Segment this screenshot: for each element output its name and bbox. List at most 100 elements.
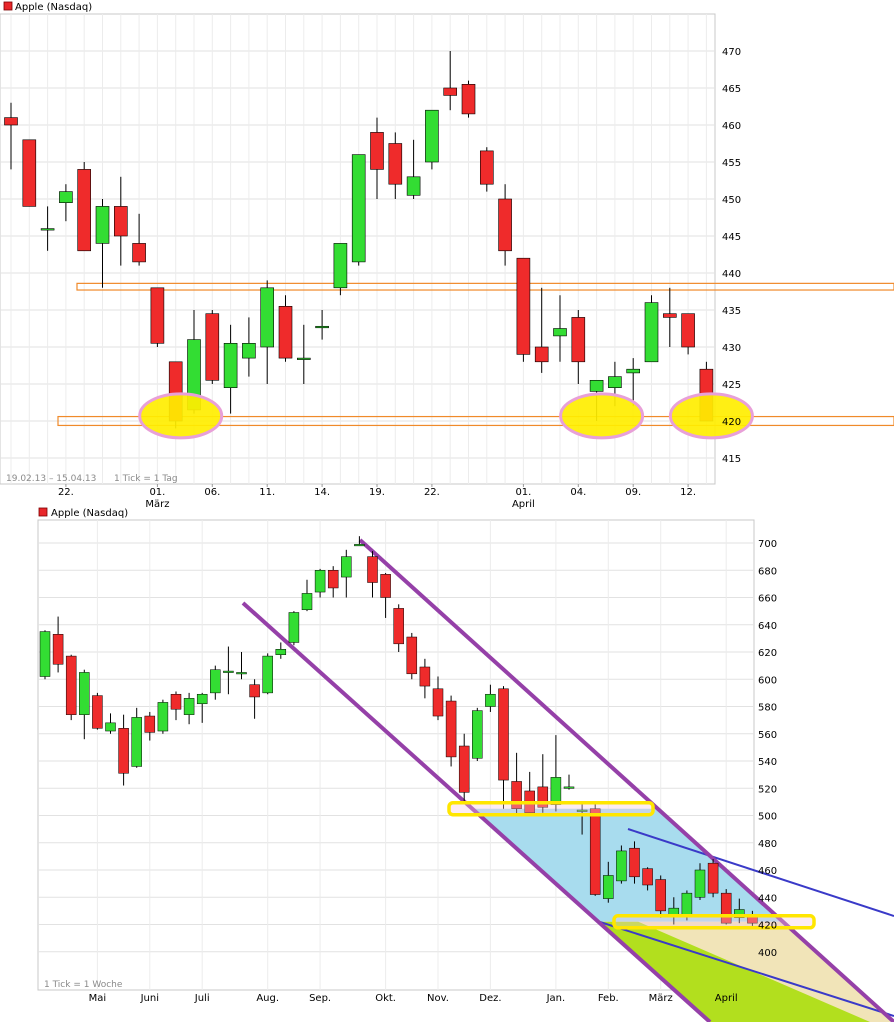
y-tick-label: 415 [722, 454, 741, 465]
candle-body [388, 143, 403, 185]
candle-body [425, 109, 439, 163]
candle-body [296, 357, 311, 360]
candle-body [516, 257, 531, 355]
candle-body [655, 879, 666, 912]
candle-body [114, 206, 128, 237]
candle-body [242, 342, 256, 359]
daily-candles [4, 51, 714, 429]
candle-body [576, 809, 588, 812]
y-tick-label: 425 [722, 380, 741, 391]
candle-body [132, 243, 146, 263]
candle-body [734, 909, 745, 918]
candle-body [354, 544, 365, 547]
candle-body [95, 206, 110, 244]
y-tick-label: 580 [758, 703, 777, 714]
candle-body [571, 317, 586, 363]
legend-label: Apple (Nasdaq) [51, 508, 128, 519]
x-tick-label: Jan. [546, 993, 566, 1004]
x-tick-label: 14. [314, 487, 330, 498]
candle-body [105, 722, 116, 732]
candle-body [511, 781, 522, 809]
candle-body [341, 556, 352, 578]
x-tick-label: Juni [140, 993, 159, 1004]
channel-line-lower [241, 601, 712, 1022]
y-tick-label: 600 [758, 675, 777, 686]
candle-body [4, 117, 18, 126]
candle-body [662, 313, 677, 318]
candle-body [445, 700, 457, 758]
candle-body [720, 892, 732, 924]
candle-body [260, 287, 275, 348]
x-tick-label: 11. [259, 487, 275, 498]
candle-body [629, 847, 640, 878]
candle-body [301, 593, 313, 611]
channel-line-upper [358, 538, 894, 1022]
candle-body [223, 670, 234, 673]
y-tick-label: 460 [722, 121, 741, 132]
candle-body [92, 695, 103, 729]
y-tick-label: 700 [758, 539, 777, 550]
weekly-axes: Mai Juni Juli Aug. Sep. Okt. Nov. Dez. Jan. Feb. M… [89, 539, 777, 1004]
channel-fill-blue [472, 808, 783, 922]
highlight-zone-500 [447, 800, 655, 817]
candle-body [183, 698, 195, 715]
x-tick-label: Okt. [375, 993, 396, 1004]
candle-body [170, 693, 182, 710]
x-tick-label: Juli [194, 993, 210, 1004]
candle-body [603, 875, 614, 899]
y-tick-label: 440 [722, 269, 741, 280]
candle-body [479, 150, 494, 185]
candle-body [668, 907, 680, 916]
x-tick-label: Mai [89, 993, 107, 1004]
x-tick-label: 22. [58, 487, 74, 498]
highlight-circle [559, 392, 645, 440]
candle-body [59, 191, 73, 204]
candle-body [553, 328, 567, 337]
candle-body [707, 862, 719, 894]
trendline-blue-upper [627, 828, 894, 917]
candle-body [432, 688, 444, 717]
x-tick-label: 04. [570, 487, 586, 498]
x-tick-label: Dez. [479, 993, 501, 1004]
candle-body [534, 346, 549, 363]
weekly-highlight-zones [447, 800, 816, 930]
weekly-legend: Apple (Nasdaq) [38, 507, 128, 519]
weekly-grid [38, 520, 754, 990]
candle-body [314, 570, 326, 593]
legend-label: Apple (Nasdaq) [15, 2, 92, 13]
x-tick-label: 12. [680, 487, 696, 498]
y-tick-label: 450 [722, 195, 741, 206]
daily-footer: 19.02.13 – 15.04.13 1 Tick = 1 Tag [6, 474, 178, 484]
highlight-zone-420 [612, 914, 816, 930]
candle-body [210, 669, 221, 694]
x-tick-label: Aug. [256, 993, 279, 1004]
candle-body [616, 850, 627, 882]
y-tick-label: 560 [758, 730, 777, 741]
candle-body [131, 717, 142, 767]
y-tick-label: 430 [722, 343, 741, 354]
candle-body [288, 612, 300, 643]
x-tick-label: 19. [369, 487, 385, 498]
daily-highlight-circles [138, 392, 754, 440]
candle-body [485, 693, 496, 707]
x-tick-label: 09. [625, 487, 641, 498]
candle-body [351, 154, 366, 263]
candle-body [406, 176, 421, 196]
candle-body [150, 287, 165, 344]
date-range-text: 19.02.13 – 15.04.13 [6, 474, 96, 484]
candle-body [40, 228, 55, 231]
y-tick-label: 500 [758, 812, 777, 823]
candle-body [79, 672, 90, 715]
daily-annotations [57, 282, 894, 427]
y-tick-label: 400 [758, 948, 777, 959]
y-tick-label: 455 [722, 158, 741, 169]
candle-body [249, 684, 260, 698]
y-tick-label: 520 [758, 784, 777, 795]
trendline-blue-lower [599, 921, 894, 1017]
candle-body [589, 808, 601, 895]
candle-body [275, 649, 287, 655]
candle-body [644, 302, 659, 363]
daily-axes: 415 420 425 430 435 440 445 450 455 460 465 470 22. 0… [58, 47, 741, 510]
candle-body [498, 688, 509, 781]
